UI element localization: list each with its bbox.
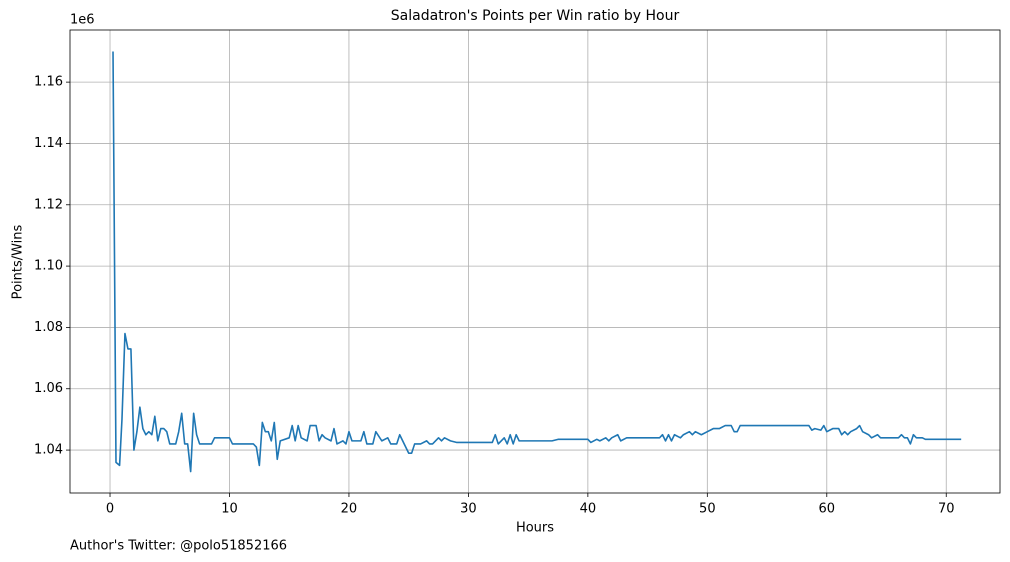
- x-tick-label: 60: [819, 502, 836, 517]
- y-tick-label: 1.12: [34, 197, 63, 212]
- x-tick-label: 30: [460, 502, 477, 517]
- x-tick-label: 40: [580, 502, 597, 517]
- x-tick-label: 20: [341, 502, 358, 517]
- y-axis-label: Points/Wins: [11, 224, 26, 299]
- y-tick-label: 1.14: [34, 136, 63, 151]
- series-line: [112, 51, 962, 473]
- x-tick-label: 10: [221, 502, 238, 517]
- y-tick-label: 1.08: [34, 320, 63, 335]
- x-axis-label: Hours: [516, 521, 554, 536]
- x-tick-label: 0: [106, 502, 114, 517]
- y-tick-label: 1.04: [34, 443, 63, 458]
- x-tick-label: 70: [938, 502, 955, 517]
- y-tick-label: 1.10: [34, 259, 63, 274]
- x-tick-label: 50: [699, 502, 716, 517]
- plot-frame: [69, 29, 1001, 494]
- footnote: Author's Twitter: @polo51852166: [70, 539, 287, 554]
- chart-title: Saladatron's Points per Win ratio by Hou…: [391, 8, 680, 24]
- y-tick-label: 1.16: [34, 75, 63, 90]
- y-offset-label: 1e6: [70, 13, 95, 28]
- y-tick-label: 1.06: [34, 381, 63, 396]
